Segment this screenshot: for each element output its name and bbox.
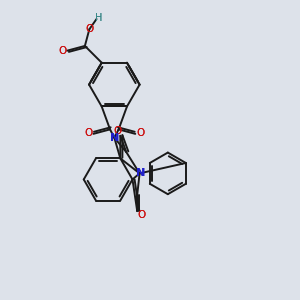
Text: O: O <box>85 128 93 138</box>
Text: N: N <box>110 133 119 143</box>
Text: O: O <box>136 128 144 138</box>
Text: O: O <box>137 210 146 220</box>
Text: O: O <box>59 46 67 56</box>
Text: O: O <box>85 24 94 34</box>
Text: O: O <box>59 46 67 56</box>
Text: H: H <box>94 13 102 23</box>
Text: N: N <box>110 133 119 143</box>
Text: O: O <box>114 126 122 136</box>
Text: O: O <box>137 210 146 220</box>
Text: H: H <box>94 13 102 23</box>
Text: O: O <box>85 24 94 34</box>
Text: O: O <box>136 128 144 138</box>
Text: N: N <box>136 168 145 178</box>
Text: N: N <box>136 168 145 178</box>
Text: O: O <box>114 126 122 136</box>
Text: O: O <box>85 128 93 138</box>
